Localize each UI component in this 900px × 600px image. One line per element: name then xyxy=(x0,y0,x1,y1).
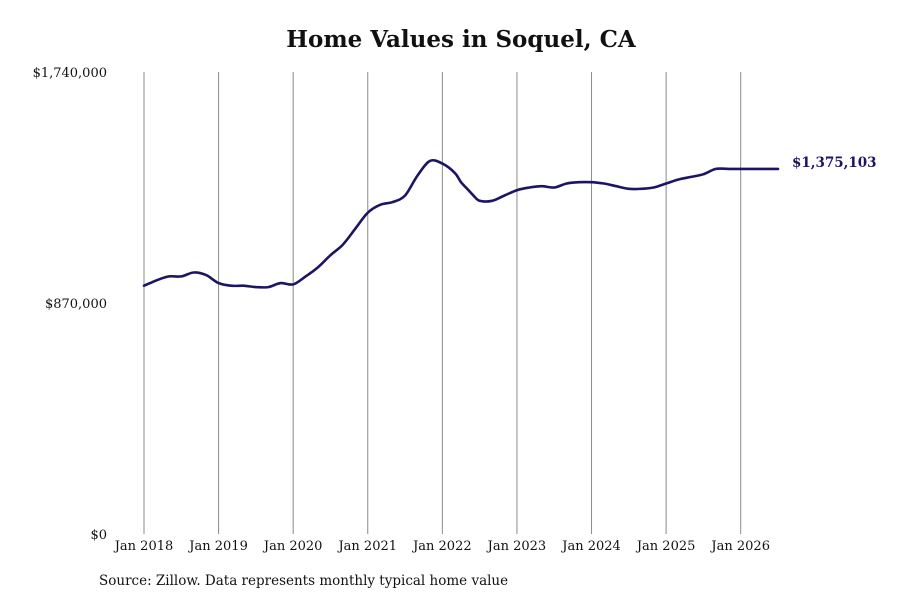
y-axis-tick-labels: $0 $870,000 $1,740,000 xyxy=(33,66,107,543)
x-axis-tick-labels: Jan 2018 Jan 2019 Jan 2020 Jan 2021 Jan 2022… xyxy=(113,539,770,554)
source-note: Source: Zillow. Data represents monthly … xyxy=(99,573,509,589)
series-line xyxy=(142,158,780,289)
y-tick-label: $1,740,000 xyxy=(33,66,107,81)
x-tick-label: Jan 2020 xyxy=(262,539,323,554)
x-tick-label: Jan 2023 xyxy=(486,539,547,554)
x-tick-label: Jan 2025 xyxy=(635,539,696,554)
chart-title: Home Values in Soquel, CA xyxy=(286,26,636,53)
x-tick-label: Jan 2019 xyxy=(187,539,248,554)
y-tick-label: $0 xyxy=(90,528,107,543)
y-tick-label: $870,000 xyxy=(45,297,107,312)
end-value-label: $1,375,103 xyxy=(792,155,877,171)
x-tick-label: Jan 2021 xyxy=(336,539,397,554)
x-tick-label: Jan 2022 xyxy=(411,539,472,554)
x-tick-label: Jan 2026 xyxy=(709,539,770,554)
x-tick-label: Jan 2024 xyxy=(560,539,621,554)
x-tick-label: Jan 2018 xyxy=(113,539,174,554)
vertical-gridlines xyxy=(143,72,742,534)
